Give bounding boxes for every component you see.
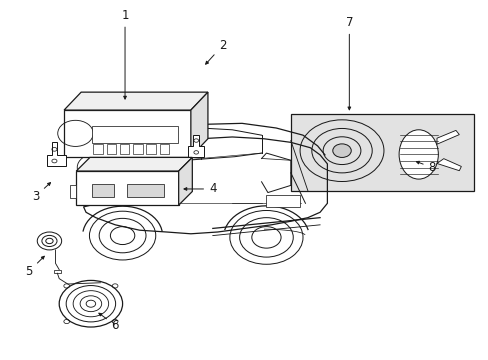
Bar <box>76 171 178 205</box>
Polygon shape <box>64 92 207 110</box>
Polygon shape <box>76 157 192 171</box>
Circle shape <box>332 144 350 157</box>
Text: 2: 2 <box>205 39 226 64</box>
Bar <box>160 144 169 154</box>
Polygon shape <box>436 130 458 144</box>
Bar <box>93 144 102 154</box>
Polygon shape <box>190 92 207 157</box>
Bar <box>70 185 76 198</box>
Bar <box>127 184 164 197</box>
Text: 3: 3 <box>32 183 50 203</box>
Polygon shape <box>188 135 203 157</box>
Bar <box>290 114 473 191</box>
Ellipse shape <box>398 130 437 179</box>
Bar <box>64 110 190 157</box>
Bar <box>120 144 129 154</box>
Text: 6: 6 <box>99 313 119 332</box>
Bar <box>133 144 142 154</box>
Polygon shape <box>47 142 65 166</box>
Polygon shape <box>436 159 460 171</box>
Polygon shape <box>178 157 192 205</box>
Text: 7: 7 <box>345 16 352 110</box>
Bar <box>106 144 116 154</box>
Text: 8: 8 <box>415 161 435 174</box>
Text: 1: 1 <box>121 9 128 99</box>
Bar <box>146 144 156 154</box>
Text: 5: 5 <box>25 256 44 278</box>
Bar <box>54 270 61 273</box>
Bar <box>91 184 114 197</box>
Text: 4: 4 <box>183 183 216 195</box>
Bar <box>92 126 178 143</box>
Bar <box>266 195 299 207</box>
